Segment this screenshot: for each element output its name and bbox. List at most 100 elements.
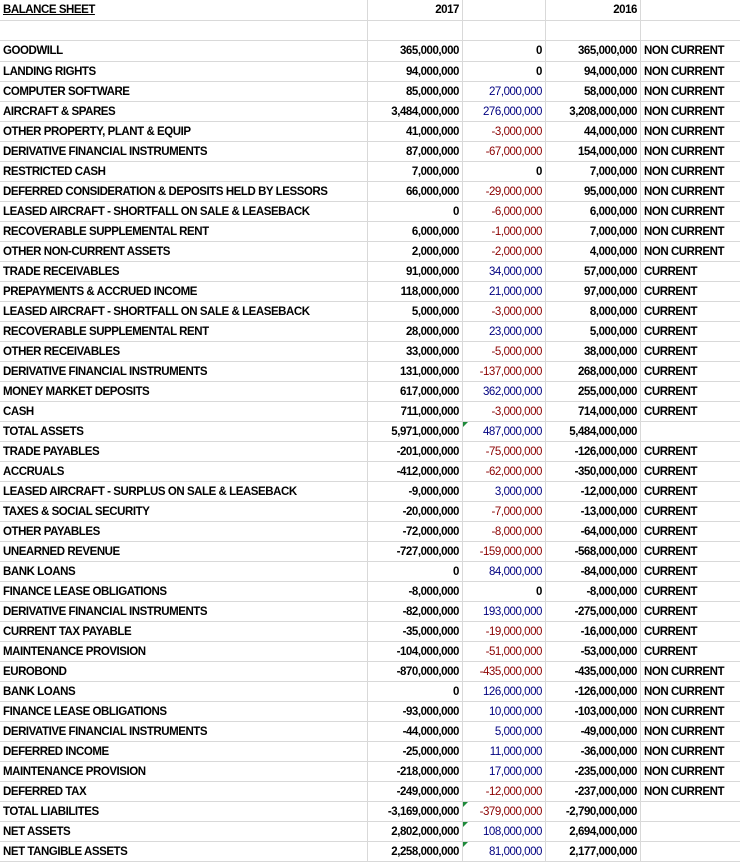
value-2016-cell[interactable]: 268,000,000 bbox=[546, 362, 641, 381]
change-cell[interactable]: -1,000,000 bbox=[463, 222, 546, 241]
row-label-cell[interactable]: GOODWILL bbox=[0, 41, 368, 61]
row-label-cell[interactable]: TOTAL ASSETS bbox=[0, 422, 368, 441]
classification-cell[interactable]: NON CURRENT bbox=[644, 786, 725, 798]
change-cell[interactable]: -62,000,000 bbox=[463, 462, 546, 481]
row-label-cell[interactable]: NET ASSETS bbox=[0, 822, 368, 841]
row-label-cell[interactable]: DERIVATIVE FINANCIAL INSTRUMENTS bbox=[0, 722, 368, 741]
classification-cell[interactable]: CURRENT bbox=[644, 446, 698, 458]
classification-cell[interactable]: NON CURRENT bbox=[644, 766, 725, 778]
row-label-cell[interactable]: LEASED AIRCRAFT - SHORTFALL ON SALE & LE… bbox=[0, 302, 368, 321]
value-2016-cell[interactable]: 95,000,000 bbox=[546, 182, 641, 201]
classification-cell[interactable] bbox=[641, 802, 740, 821]
value-2017-cell[interactable]: 2,000,000 bbox=[368, 242, 463, 261]
change-cell[interactable]: -8,000,000 bbox=[463, 522, 546, 541]
row-label-cell[interactable]: MAINTENANCE PROVISION bbox=[0, 762, 368, 781]
change-cell[interactable]: -3,000,000 bbox=[463, 302, 546, 321]
row-label-cell[interactable]: AIRCRAFT & SPARES bbox=[0, 102, 368, 121]
value-2016-cell[interactable]: -237,000,000 bbox=[546, 782, 641, 801]
value-2016-cell[interactable]: -2,790,000,000 bbox=[546, 802, 641, 821]
change-cell[interactable]: 362,000,000 bbox=[463, 382, 546, 401]
change-cell[interactable]: 34,000,000 bbox=[463, 262, 546, 281]
classification-cell[interactable]: CURRENT bbox=[644, 586, 698, 598]
value-2016-cell[interactable]: 714,000,000 bbox=[546, 402, 641, 421]
value-2016-cell[interactable]: -568,000,000 bbox=[546, 542, 641, 561]
change-cell[interactable]: -137,000,000 bbox=[463, 362, 546, 381]
classification-cell[interactable]: NON CURRENT bbox=[644, 186, 725, 198]
classification-cell[interactable]: CURRENT bbox=[644, 406, 698, 418]
change-cell[interactable]: 17,000,000 bbox=[463, 762, 546, 781]
value-2016-cell[interactable]: 4,000,000 bbox=[546, 242, 641, 261]
classification-cell[interactable]: CURRENT bbox=[644, 626, 698, 638]
classification-cell[interactable]: CURRENT bbox=[644, 606, 698, 618]
change-cell[interactable]: -75,000,000 bbox=[463, 442, 546, 461]
change-cell[interactable]: -2,000,000 bbox=[463, 242, 546, 261]
change-cell[interactable]: -7,000,000 bbox=[463, 502, 546, 521]
classification-cell[interactable]: NON CURRENT bbox=[644, 45, 725, 57]
blank-cell[interactable] bbox=[546, 21, 641, 40]
classification-cell[interactable]: CURRENT bbox=[644, 366, 698, 378]
row-label-cell[interactable]: DERIVATIVE FINANCIAL INSTRUMENTS bbox=[0, 142, 368, 161]
change-cell[interactable]: 193,000,000 bbox=[463, 602, 546, 621]
change-cell[interactable]: -19,000,000 bbox=[463, 622, 546, 641]
change-cell[interactable]: 0 bbox=[463, 582, 546, 601]
value-2016-cell[interactable]: -53,000,000 bbox=[546, 642, 641, 661]
value-2017-cell[interactable]: 2,802,000,000 bbox=[368, 822, 463, 841]
value-2017-cell[interactable]: 87,000,000 bbox=[368, 142, 463, 161]
change-cell[interactable]: -12,000,000 bbox=[463, 782, 546, 801]
value-2017-cell[interactable]: -3,169,000,000 bbox=[368, 802, 463, 821]
value-2016-cell[interactable]: 44,000,000 bbox=[546, 122, 641, 141]
change-cell[interactable]: 108,000,000 bbox=[463, 822, 546, 841]
row-label-cell[interactable]: BANK LOANS bbox=[0, 682, 368, 701]
row-label-cell[interactable]: RECOVERABLE SUPPLEMENTAL RENT bbox=[0, 222, 368, 241]
classification-cell[interactable]: CURRENT bbox=[644, 326, 698, 338]
row-label-cell[interactable]: TOTAL LIABILITES bbox=[0, 802, 368, 821]
value-2017-cell[interactable]: 94,000,000 bbox=[368, 62, 463, 81]
value-2017-cell[interactable]: -8,000,000 bbox=[368, 582, 463, 601]
value-2017-cell[interactable]: 6,000,000 bbox=[368, 222, 463, 241]
classification-cell[interactable]: NON CURRENT bbox=[644, 746, 725, 758]
change-cell[interactable]: 0 bbox=[463, 41, 546, 61]
value-2017-cell[interactable]: 0 bbox=[368, 562, 463, 581]
row-label-cell[interactable]: OTHER NON-CURRENT ASSETS bbox=[0, 242, 368, 261]
value-2017-cell[interactable]: -104,000,000 bbox=[368, 642, 463, 661]
row-label-cell[interactable]: LEASED AIRCRAFT - SURPLUS ON SALE & LEAS… bbox=[0, 482, 368, 501]
classification-cell[interactable]: NON CURRENT bbox=[644, 686, 725, 698]
value-2017-cell[interactable]: 131,000,000 bbox=[368, 362, 463, 381]
value-2017-cell[interactable]: -82,000,000 bbox=[368, 602, 463, 621]
blank-cell[interactable] bbox=[368, 21, 463, 40]
value-2017-cell[interactable]: -93,000,000 bbox=[368, 702, 463, 721]
classification-cell[interactable]: NON CURRENT bbox=[644, 126, 725, 138]
classification-cell[interactable]: CURRENT bbox=[644, 386, 698, 398]
classification-cell[interactable]: NON CURRENT bbox=[644, 226, 725, 238]
row-label-cell[interactable]: MAINTENANCE PROVISION bbox=[0, 642, 368, 661]
value-2017-cell[interactable]: -44,000,000 bbox=[368, 722, 463, 741]
row-label-cell[interactable]: COMPUTER SOFTWARE bbox=[0, 82, 368, 101]
value-2016-cell[interactable]: 2,177,000,000 bbox=[546, 842, 641, 861]
classification-cell[interactable]: CURRENT bbox=[644, 546, 698, 558]
value-2016-cell[interactable]: 255,000,000 bbox=[546, 382, 641, 401]
change-cell[interactable]: 3,000,000 bbox=[463, 482, 546, 501]
change-cell[interactable]: 487,000,000 bbox=[463, 422, 546, 441]
change-cell[interactable]: 276,000,000 bbox=[463, 102, 546, 121]
value-2017-cell[interactable]: 33,000,000 bbox=[368, 342, 463, 361]
row-label-cell[interactable]: DERIVATIVE FINANCIAL INSTRUMENTS bbox=[0, 362, 368, 381]
value-2016-cell[interactable]: -126,000,000 bbox=[546, 442, 641, 461]
value-2017-cell[interactable]: -249,000,000 bbox=[368, 782, 463, 801]
value-2016-cell[interactable]: -84,000,000 bbox=[546, 562, 641, 581]
classification-cell[interactable]: NON CURRENT bbox=[644, 166, 725, 178]
classification-cell[interactable]: NON CURRENT bbox=[644, 66, 725, 78]
value-2017-cell[interactable]: 5,971,000,000 bbox=[368, 422, 463, 441]
value-2017-cell[interactable]: -25,000,000 bbox=[368, 742, 463, 761]
value-2017-cell[interactable]: 2,258,000,000 bbox=[368, 842, 463, 861]
change-cell[interactable]: 84,000,000 bbox=[463, 562, 546, 581]
value-2017-cell[interactable]: 0 bbox=[368, 682, 463, 701]
classification-cell[interactable]: CURRENT bbox=[644, 466, 698, 478]
classification-cell[interactable]: CURRENT bbox=[644, 566, 698, 578]
value-2016-cell[interactable]: -103,000,000 bbox=[546, 702, 641, 721]
value-2016-cell[interactable]: 57,000,000 bbox=[546, 262, 641, 281]
row-label-cell[interactable]: TAXES & SOCIAL SECURITY bbox=[0, 502, 368, 521]
row-label-cell[interactable]: CURRENT TAX PAYABLE bbox=[0, 622, 368, 641]
value-2016-cell[interactable]: -8,000,000 bbox=[546, 582, 641, 601]
change-cell[interactable]: 27,000,000 bbox=[463, 82, 546, 101]
value-2017-cell[interactable]: -20,000,000 bbox=[368, 502, 463, 521]
